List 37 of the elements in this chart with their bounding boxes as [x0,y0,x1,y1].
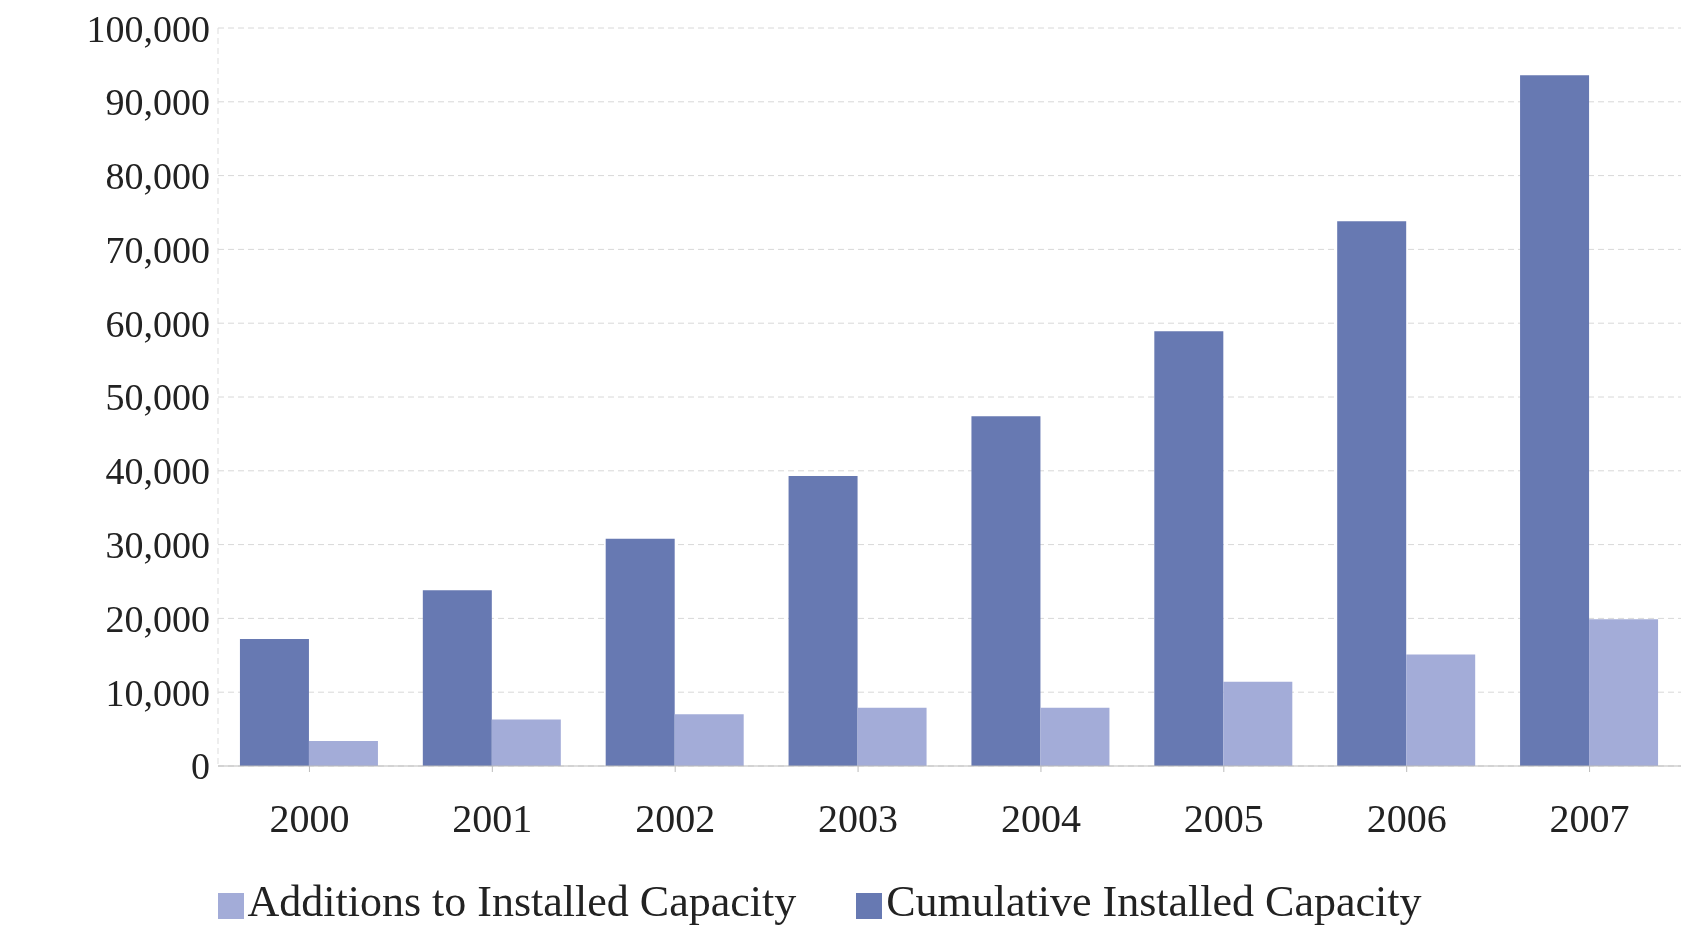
y-tick-label: 50,000 [105,376,210,419]
legend-label: Cumulative Installed Capacity [886,877,1422,926]
y-tick-label: 100,000 [86,7,210,50]
x-tick-label: 2004 [1000,796,1081,842]
bar [788,475,858,766]
y-tick-label: 10,000 [105,671,210,714]
bar [1154,331,1224,766]
x-tick-label: 2002 [635,796,716,842]
bar [674,714,744,766]
x-tick-label: 2007 [1549,796,1630,842]
y-tick-label: 30,000 [105,524,210,567]
x-tick-label: 2001 [452,796,533,842]
y-tick-label: 70,000 [105,228,210,271]
x-tick-label: 2006 [1366,796,1447,842]
bar [1520,75,1590,766]
bar [1223,681,1293,766]
bar [422,590,492,766]
y-tick-label: 60,000 [105,302,210,345]
bar [1406,654,1476,766]
bar [1589,619,1659,766]
y-tick-label: 80,000 [105,155,210,198]
bar [1337,221,1407,766]
x-tick-label: 2000 [269,796,350,842]
y-tick-label: 0 [191,745,210,788]
y-tick-label: 40,000 [105,450,210,493]
bar [491,719,561,766]
bar [1040,707,1110,766]
y-tick-label: 90,000 [105,81,210,124]
bar [239,639,309,766]
legend-label: Additions to Installed Capacity [247,877,797,926]
bar [605,538,675,766]
y-tick-label: 20,000 [105,597,210,640]
x-tick-label: 2005 [1183,796,1264,842]
bar [308,740,378,766]
bar [971,416,1041,766]
bar [857,707,927,766]
x-tick-label: 2003 [818,796,899,842]
